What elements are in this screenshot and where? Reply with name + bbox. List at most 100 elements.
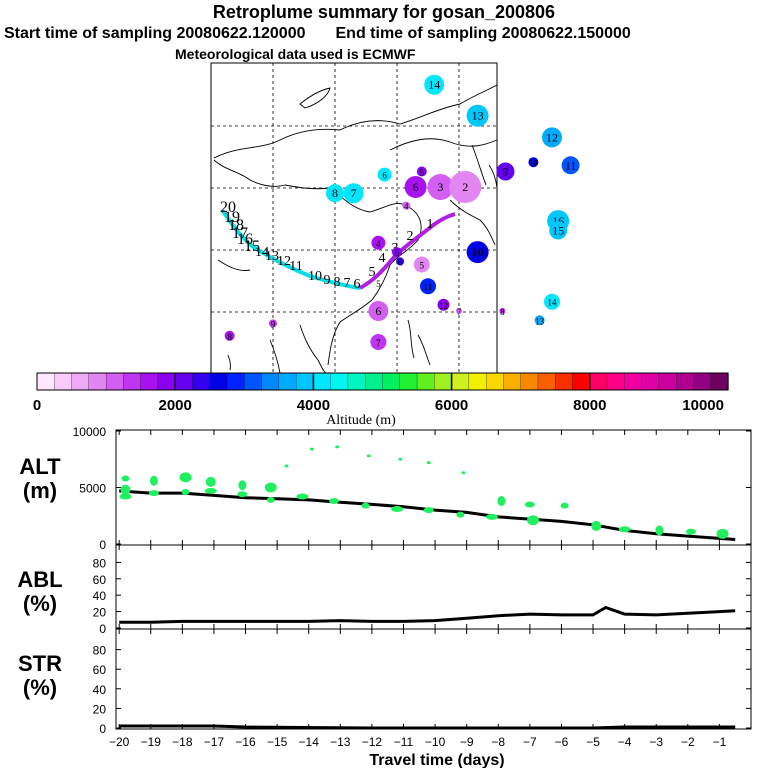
colorbar-swatch (105, 372, 125, 391)
colorbar-swatch (226, 372, 245, 391)
cluster-marker-label: 8 (500, 307, 505, 317)
cluster-marker (449, 171, 482, 203)
colorbar-tick-label: 4000 (297, 397, 330, 414)
colorbar-frame (36, 372, 729, 391)
y-axis-label: STR (18, 651, 62, 676)
y-tick-label: 60 (93, 663, 107, 677)
cluster-marker (427, 174, 454, 200)
colorbar-title: Altitude (m) (326, 413, 396, 428)
scatter-point (591, 520, 602, 531)
y-axis-unit: (%) (23, 675, 57, 700)
cluster-marker (416, 166, 427, 177)
colorbar-swatch (589, 372, 608, 391)
x-tick-label: −17 (204, 735, 225, 749)
colorbar-swatch (382, 372, 401, 391)
cluster-marker (561, 156, 580, 175)
scatter-point (485, 513, 498, 520)
cluster-marker (466, 241, 489, 264)
y-tick-label: 40 (93, 683, 107, 697)
y-tick-label: 60 (93, 573, 107, 587)
series-line (119, 724, 736, 730)
y-tick-label: 80 (93, 644, 107, 658)
cluster-marker (392, 247, 402, 258)
cluster-marker (466, 104, 489, 127)
scatter-point (366, 454, 371, 458)
cluster-marker-label: 8 (332, 186, 338, 200)
x-tick-label: −15 (267, 735, 288, 749)
track-day-label: 6 (354, 277, 361, 292)
track-day-label: 18 (228, 217, 244, 234)
colorbar-swatch (572, 372, 591, 391)
colorbar-swatch (295, 372, 315, 391)
track-day-label: 19 (224, 209, 240, 226)
x-tick-label: −10 (425, 735, 446, 749)
track-day-label: 11 (289, 259, 302, 274)
scatter-point (391, 505, 404, 512)
colorbar-swatch (244, 372, 263, 391)
colorbar-swatch (175, 372, 194, 391)
colorbar-swatch (503, 372, 522, 391)
y-tick-label: 80 (93, 556, 107, 570)
track-day-label: 9 (324, 273, 331, 288)
colorbar-swatch (209, 372, 228, 391)
plume-track (220, 208, 456, 290)
x-tick-label: −11 (394, 735, 414, 749)
scatter-point (335, 445, 340, 449)
scatter-point (121, 475, 130, 482)
track-day-label: 10 (308, 269, 322, 284)
cluster-marker-label: 13 (472, 109, 484, 123)
cluster-marker (371, 235, 386, 250)
colorbar-swatch (71, 372, 90, 391)
track-day-label: 1 (427, 217, 434, 232)
x-tick-label: −4 (618, 735, 632, 749)
start-time-label: Start time of sampling 20080622.120000 (4, 25, 306, 42)
cluster-marker-label: 12 (439, 301, 448, 311)
scatter-point (149, 475, 158, 486)
cluster-marker-label: 6 (413, 180, 419, 194)
cluster-marker-label: 9 (271, 319, 276, 329)
track-day-label: 2 (407, 229, 414, 244)
scatter-point (309, 447, 314, 451)
scatter-point (266, 496, 275, 503)
cluster-marker-label: 5 (420, 261, 425, 271)
cluster-marker-label: 11 (565, 158, 577, 172)
panel-frame (115, 628, 752, 730)
colorbar-swatch (330, 372, 349, 391)
scatter-point (120, 484, 131, 495)
scatter-point (461, 471, 466, 475)
cluster-marker (368, 301, 389, 321)
scatter-point (264, 482, 277, 493)
colorbar-swatch (641, 372, 660, 391)
cluster-marker-label: 6 (375, 304, 381, 318)
cluster-marker-label: 7 (376, 338, 381, 348)
cluster-marker-label: 11 (424, 282, 433, 292)
cluster-marker (377, 167, 392, 182)
cluster-marker-label: 14 (428, 78, 440, 92)
y-axis-label: ABL (17, 567, 62, 592)
scatter-point (205, 476, 216, 487)
cluster-marker (396, 257, 405, 266)
scatter-point (423, 507, 434, 514)
x-tick-label: −6 (555, 735, 569, 749)
colorbar-swatch (451, 372, 470, 391)
x-tick-label: −14 (299, 735, 320, 749)
colorbar-swatch (537, 372, 556, 391)
track-day-labels: 2019181716151413121110987654321 (220, 199, 434, 292)
cluster-marker-label: 10 (529, 158, 539, 168)
series-line (119, 605, 736, 624)
colorbar-tick-label: 2000 (159, 397, 192, 414)
cluster-marker (269, 319, 277, 328)
colorbar-swatch (347, 372, 366, 391)
cluster-marker-label: 4 (376, 239, 381, 249)
x-tick-label: −3 (649, 735, 663, 749)
colorbar-swatch (123, 372, 142, 391)
track-day-label: 20 (220, 199, 236, 216)
x-tick-label: −7 (523, 735, 537, 749)
x-tick-label: −2 (681, 735, 695, 749)
cluster-marker (534, 315, 545, 326)
colorbar-swatch (399, 372, 418, 391)
y-axis-label: ALT (19, 454, 61, 479)
series-line (119, 489, 736, 541)
x-tick-label: −19 (141, 735, 162, 749)
